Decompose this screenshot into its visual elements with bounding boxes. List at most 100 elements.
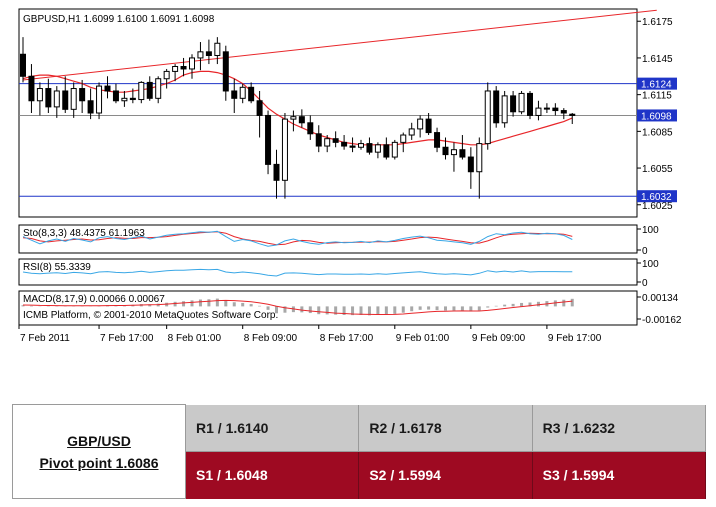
support-3: S3 / 1.5994 (532, 451, 707, 499)
candle-body (112, 90, 119, 102)
resistance-2: R2 / 1.6178 (358, 404, 533, 452)
candle-body (138, 81, 145, 101)
candle-body (391, 141, 398, 158)
time-axis: 7 Feb 2011 7 Feb 17:00 8 Feb 01:00 8 Feb 09… (18, 325, 602, 344)
rsi-panel: 100 0 RSI(8) 55.3339 (18, 258, 659, 289)
candle-body (467, 156, 474, 173)
macd-tick-label: 0.00134 (642, 293, 679, 304)
price-tick-label: 1.6025 (642, 201, 673, 212)
candle-body (543, 107, 550, 110)
price-level-box (637, 190, 677, 203)
candle-body (315, 133, 322, 147)
candle-body (450, 149, 457, 156)
candle-body (155, 78, 162, 99)
candle-body (180, 66, 187, 70)
main-price-panel: 1.6175 1.6145 1.6115 1.6085 1.6055 1.6025 1.61… (18, 8, 677, 218)
time-tick-label: 8 Feb 17:00 (320, 333, 374, 344)
candle-body (87, 100, 94, 114)
price-tick-label: 1.6115 (642, 91, 672, 102)
time-tick-label: 8 Feb 09:00 (244, 333, 298, 344)
candle-body (104, 85, 111, 92)
candle-body (374, 144, 381, 153)
candle-body (349, 145, 356, 148)
stochastic-header: Sto(8,3,3) 48.4375 61.1963 (23, 228, 145, 239)
support-1: S1 / 1.6048 (185, 451, 360, 499)
rsi-tick-label: 100 (642, 259, 659, 270)
candle-body (510, 95, 517, 113)
candle-body (442, 146, 449, 156)
candle-body (70, 88, 77, 110)
price-tick-label: 1.6145 (642, 54, 673, 65)
candle-body (197, 51, 204, 59)
time-tick-label: 8 Feb 01:00 (168, 333, 222, 344)
candle-body (214, 42, 221, 56)
candle-body (62, 90, 69, 110)
pair-label: GBP/USD (67, 432, 131, 449)
candle-body (341, 141, 348, 147)
candle-body (535, 107, 542, 116)
price-tick-label: 1.6055 (642, 164, 673, 175)
candle-body (273, 163, 280, 181)
rsi-header: RSI(8) 55.3339 (23, 262, 91, 273)
stochastic-main-line (22, 230, 573, 247)
candle-body (222, 51, 229, 92)
candle-body (569, 113, 576, 116)
price-level-label: 1.6098 (641, 111, 672, 122)
support-2: S2 / 1.5994 (358, 451, 533, 499)
rsi-line (22, 268, 573, 277)
candle-body (527, 92, 533, 116)
candle-body (121, 97, 128, 102)
candle-body (163, 70, 170, 80)
time-tick-label: 9 Feb 01:00 (396, 333, 450, 344)
macd-signal-line (22, 299, 573, 315)
candle-body (400, 134, 407, 143)
trendline (22, 9, 657, 81)
chart-symbol-header: GBPUSD,H1 1.6099 1.6100 1.6091 1.6098 (23, 14, 215, 25)
macd-header: MACD(8,17,9) 0.00066 0.00067 (23, 294, 165, 305)
pivot-points-table: GBP/USD Pivot point 1.6086 R1 / 1.6140 R… (12, 404, 707, 499)
candle-body (383, 144, 390, 158)
price-chart: 1.6175 1.6145 1.6115 1.6085 1.6055 1.6025 1.61… (18, 8, 682, 344)
candle-body (256, 100, 263, 116)
candle-body (552, 107, 559, 112)
resistance-1: R1 / 1.6140 (185, 404, 360, 452)
candle-body (239, 86, 246, 99)
candle-body (324, 138, 331, 147)
candle-body (408, 128, 415, 136)
price-level-label: 1.6032 (641, 192, 672, 203)
candle-body (484, 90, 491, 145)
candle-body (96, 85, 103, 114)
stochastic-panel: 100 0 Sto(8,3,3) 48.4375 61.1963 (18, 224, 659, 257)
candle-body (53, 90, 60, 108)
time-tick-label: 9 Feb 17:00 (548, 333, 602, 344)
platform-watermark: ICMB Platform, © 2001-2010 MetaQuotes So… (23, 310, 278, 321)
price-level-label: 1.6124 (641, 80, 672, 91)
candle-body (290, 116, 297, 120)
time-tick-label: 7 Feb 2011 (20, 333, 70, 344)
candle-body (189, 57, 195, 70)
rsi-tick-label: 0 (642, 278, 648, 289)
main-panel-frame (18, 8, 638, 218)
candle-body (231, 90, 238, 99)
candle-body (307, 122, 314, 135)
candle-body (518, 92, 525, 113)
candle-body (417, 118, 424, 130)
candle-body (172, 66, 179, 72)
candle-body (476, 143, 483, 173)
time-tick-label: 7 Feb 17:00 (100, 333, 154, 344)
macd-panel: 0.00134 -0.00162 MACD(8,17,9) 0.00066 0.00… (18, 290, 682, 326)
price-level-box (637, 109, 677, 122)
price-tick-label: 1.6085 (642, 127, 673, 138)
candle-body (434, 132, 441, 148)
candle-body (298, 116, 305, 124)
candle-body (79, 88, 86, 102)
candle-body (28, 75, 35, 102)
candle-body (265, 114, 272, 165)
candle-body (129, 97, 136, 101)
candle-body (45, 88, 52, 108)
candle-body (205, 51, 212, 56)
candle-body (366, 143, 373, 153)
candle-body (358, 143, 364, 148)
stochastic-tick-label: 100 (642, 225, 659, 236)
pair-cell: GBP/USD Pivot point 1.6086 (12, 404, 186, 499)
